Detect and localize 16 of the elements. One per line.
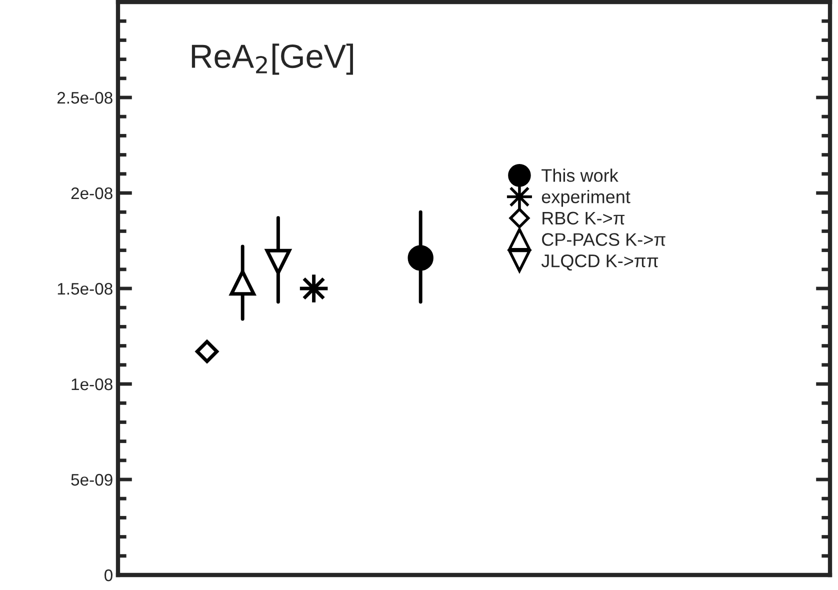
annotation: ReA$_{2}$[GeV] [192,44,353,75]
legend-label: RBC K->π [542,212,625,225]
legend-label: This work [542,168,618,182]
legend-label: CP-PACS K->π [542,233,666,246]
y-tick-label: 1.5e-08 [58,282,112,295]
point [265,248,292,275]
point [230,270,256,296]
legend-label: JLQCD K->ππ [541,254,658,271]
point [408,245,434,271]
y-tick-label: 2e-08 [71,187,112,200]
y-tick-label: 1e-08 [72,378,112,390]
y-tick-label: 2.5e-08 [57,92,112,104]
point [195,340,219,364]
legend-label: experiment [542,190,630,207]
y-tick-label: 0 [104,569,112,582]
y-tick-label: 5e-09 [71,474,112,486]
